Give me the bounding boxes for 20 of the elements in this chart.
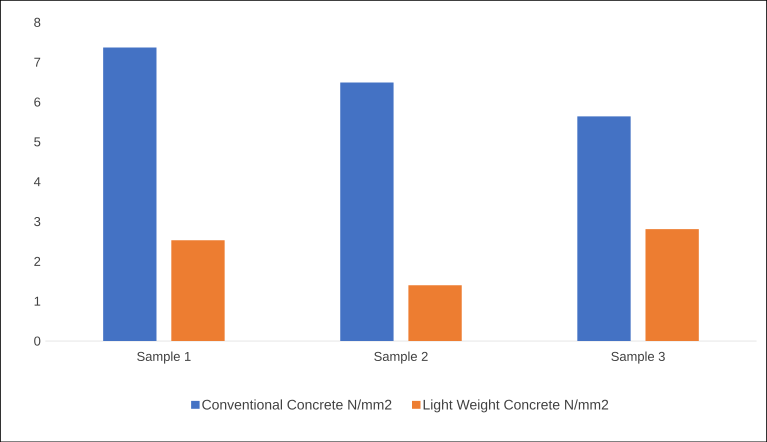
bar [171,240,225,341]
bar [103,47,156,341]
x-tick-label: Sample 1 [137,351,191,364]
legend-label: Light Weight Concrete N/mm2 [424,399,608,412]
y-tick-label: 7 [34,58,40,67]
legend-label: Conventional Concrete N/mm2 [202,399,392,410]
x-tick-label: Sample 3 [611,351,665,364]
y-tick-label: 8 [34,18,40,27]
y-tick-label: 3 [34,216,40,226]
y-tick-label: 1 [34,296,40,306]
y-tick-label: 6 [34,97,40,106]
bar [577,116,631,341]
bar [408,285,462,341]
y-tick-label: 2 [34,256,40,266]
bar [645,228,699,341]
y-tick-label: 0 [34,336,40,346]
x-tick-label: Sample 2 [374,351,428,364]
y-tick-label: 4 [34,177,40,186]
bar [340,82,394,341]
y-tick-label: 5 [34,137,40,146]
